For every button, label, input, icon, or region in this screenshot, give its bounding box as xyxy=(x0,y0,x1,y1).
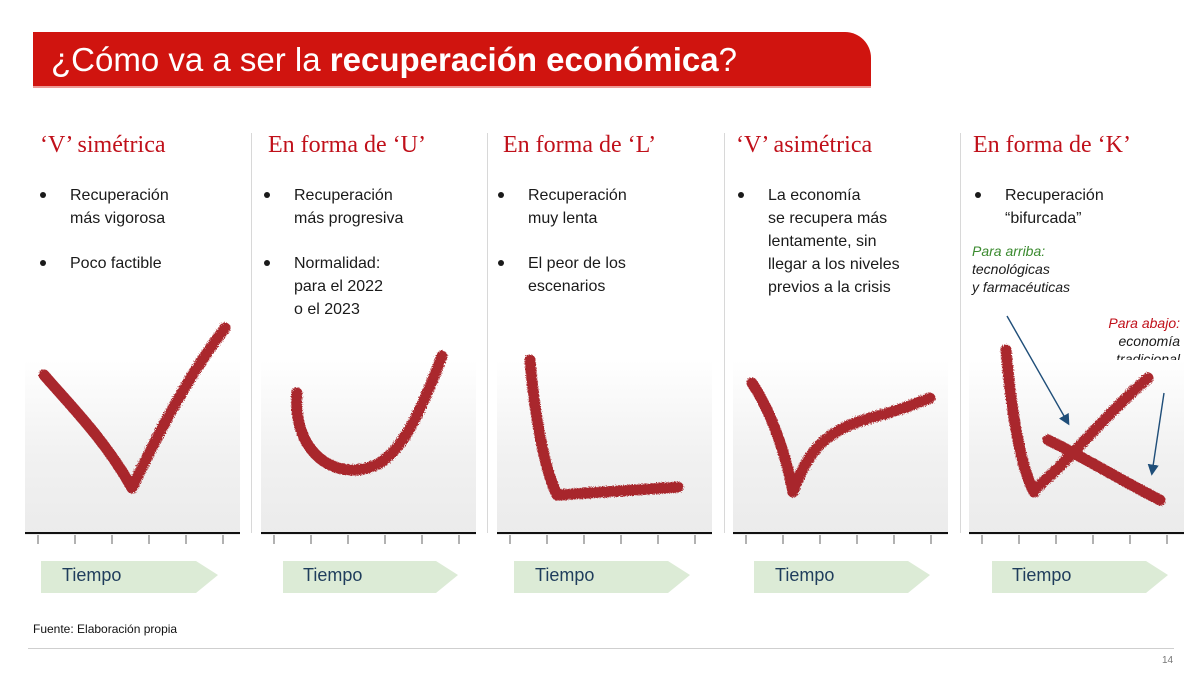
bullet-dot-icon xyxy=(40,260,46,266)
time-label: Tiempo xyxy=(535,565,595,585)
k-down-branch xyxy=(1042,434,1166,506)
k-note-down-label: Para abajo: xyxy=(1108,315,1180,331)
bullet-item: Normalidad: para el 2022 o el 2023 xyxy=(262,252,403,321)
panel-separator xyxy=(251,133,252,533)
panel-heading: En forma de ‘U’ xyxy=(268,132,426,158)
title-end: ? xyxy=(718,41,737,78)
bullet-list: Recuperación “bifurcada” xyxy=(973,184,1104,252)
axis-ticks xyxy=(37,535,1168,544)
bullet-item: Recuperación “bifurcada” xyxy=(973,184,1104,230)
panel-separator xyxy=(487,133,488,533)
bullet-list: Recuperación muy lenta El peor de los es… xyxy=(496,184,627,320)
panel-l-shape: En forma de ‘L’ Recuperación muy lenta E… xyxy=(487,128,724,608)
bullet-text: Recuperación “bifurcada” xyxy=(1005,187,1104,227)
time-arrows xyxy=(41,561,1168,593)
panel-separator xyxy=(724,133,725,533)
title-normal: ¿Cómo va a ser la xyxy=(51,41,330,78)
bullet-text: Poco factible xyxy=(70,255,162,272)
bullet-item: Recuperación más progresiva xyxy=(262,184,403,230)
bullet-text: El peor de los escenarios xyxy=(528,255,626,295)
bullet-list: Recuperación más progresiva Normalidad: … xyxy=(262,184,403,343)
v-asymmetric-curve xyxy=(746,377,936,498)
pointer-down-arrow xyxy=(1147,392,1165,476)
bullet-dot-icon xyxy=(40,192,46,198)
bullet-dot-icon xyxy=(498,260,504,266)
bullet-text: La economía se recupera más lentamente, … xyxy=(768,187,900,296)
bullet-item: Poco factible xyxy=(38,252,169,275)
bullet-dot-icon xyxy=(975,192,981,198)
bullet-text: Recuperación más progresiva xyxy=(294,187,404,227)
panel-separator xyxy=(960,133,961,533)
plot-area xyxy=(733,360,948,535)
time-label: Tiempo xyxy=(62,565,122,585)
bullet-text: Normalidad: para el 2022 o el 2023 xyxy=(294,255,383,318)
panel-heading: En forma de ‘K’ xyxy=(973,132,1131,158)
bullet-dot-icon xyxy=(264,192,270,198)
footer-divider xyxy=(28,648,1174,649)
bullet-item: El peor de los escenarios xyxy=(496,252,627,298)
k-stem-curve xyxy=(1000,344,1040,498)
time-label: Tiempo xyxy=(775,565,835,585)
slide-title: ¿Cómo va a ser la recuperación económica… xyxy=(51,40,737,80)
source-note: Fuente: Elaboración propia xyxy=(33,622,178,636)
title-bold: recuperación económica xyxy=(329,41,719,78)
panel-k-shape: En forma de ‘K’ Recuperación “bifurcada” xyxy=(960,128,1190,608)
l-shape-curve xyxy=(524,354,684,501)
bullet-dot-icon xyxy=(264,260,270,266)
panel-u-shape: En forma de ‘U’ Recuperación más progres… xyxy=(251,128,487,608)
pointer-up-arrow xyxy=(1006,315,1070,426)
bullet-item: Recuperación más vigorosa xyxy=(38,184,169,230)
k-note-up-text: tecnológicas y farmacéuticas xyxy=(972,261,1071,295)
title-bar: ¿Cómo va a ser la recuperación económica… xyxy=(33,32,871,88)
bullet-list: Recuperación más vigorosa Poco factible xyxy=(38,184,169,297)
k-note-up: Para arriba: tecnológicas y farmacéutica… xyxy=(972,242,1122,296)
panel-v-asymmetric: ‘V’ asimétrica La economía se recupera m… xyxy=(724,128,960,608)
k-note-up-label: Para arriba: xyxy=(972,243,1046,259)
bullet-text: Recuperación muy lenta xyxy=(528,187,627,227)
bullet-text: Recuperación más vigorosa xyxy=(70,187,169,227)
panel-v-symmetric: ‘V’ simétrica Recuperación más vigorosa … xyxy=(24,128,244,608)
time-label: Tiempo xyxy=(1012,565,1072,585)
bullet-dot-icon xyxy=(738,192,744,198)
bullet-list: La economía se recupera más lentamente, … xyxy=(736,184,900,321)
panel-heading: En forma de ‘L’ xyxy=(503,132,657,158)
panel-heading: ‘V’ simétrica xyxy=(40,132,166,158)
time-label: Tiempo xyxy=(303,565,363,585)
panel-heading: ‘V’ asimétrica xyxy=(736,132,873,158)
page-number: 14 xyxy=(1162,655,1174,666)
bullet-item: Recuperación muy lenta xyxy=(496,184,627,230)
u-shape-curve xyxy=(291,350,448,476)
k-up-branch xyxy=(1028,372,1154,496)
bullet-item: La economía se recupera más lentamente, … xyxy=(736,184,900,299)
v-symmetric-curve xyxy=(38,322,231,494)
bullet-dot-icon xyxy=(498,192,504,198)
